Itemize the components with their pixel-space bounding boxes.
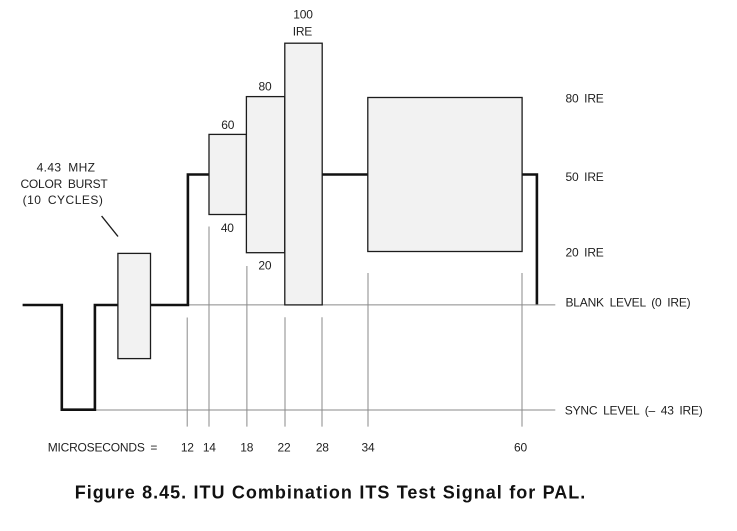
- svg-text:28: 28: [316, 440, 329, 454]
- svg-text:MICROSECONDS =: MICROSECONDS =: [48, 440, 158, 454]
- svg-text:40: 40: [221, 221, 234, 235]
- svg-text:BLANK LEVEL (0 IRE): BLANK LEVEL (0 IRE): [566, 296, 691, 310]
- svg-text:SYNC LEVEL (– 43 IRE): SYNC LEVEL (– 43 IRE): [565, 404, 703, 418]
- svg-text:60: 60: [221, 118, 234, 132]
- svg-text:20: 20: [258, 258, 271, 272]
- svg-text:34: 34: [362, 440, 375, 454]
- svg-text:12: 12: [181, 440, 194, 454]
- svg-text:60: 60: [514, 440, 527, 454]
- svg-text:100: 100: [293, 7, 313, 21]
- svg-text:80: 80: [259, 79, 272, 93]
- svg-text:14: 14: [203, 440, 216, 454]
- svg-text:(10 CYCLES): (10 CYCLES): [23, 193, 104, 207]
- svg-text:4.43 MHZ: 4.43 MHZ: [37, 161, 96, 175]
- svg-text:IRE: IRE: [293, 24, 313, 38]
- svg-text:20 IRE: 20 IRE: [566, 245, 604, 259]
- svg-text:Figure 8.45. ITU Combination I: Figure 8.45. ITU Combination ITS Test Si…: [75, 483, 587, 503]
- svg-text:50 IRE: 50 IRE: [566, 170, 604, 184]
- svg-text:18: 18: [240, 440, 253, 454]
- svg-text:80 IRE: 80 IRE: [566, 91, 604, 105]
- svg-text:COLOR BURST: COLOR BURST: [20, 177, 108, 191]
- svg-text:22: 22: [278, 440, 291, 454]
